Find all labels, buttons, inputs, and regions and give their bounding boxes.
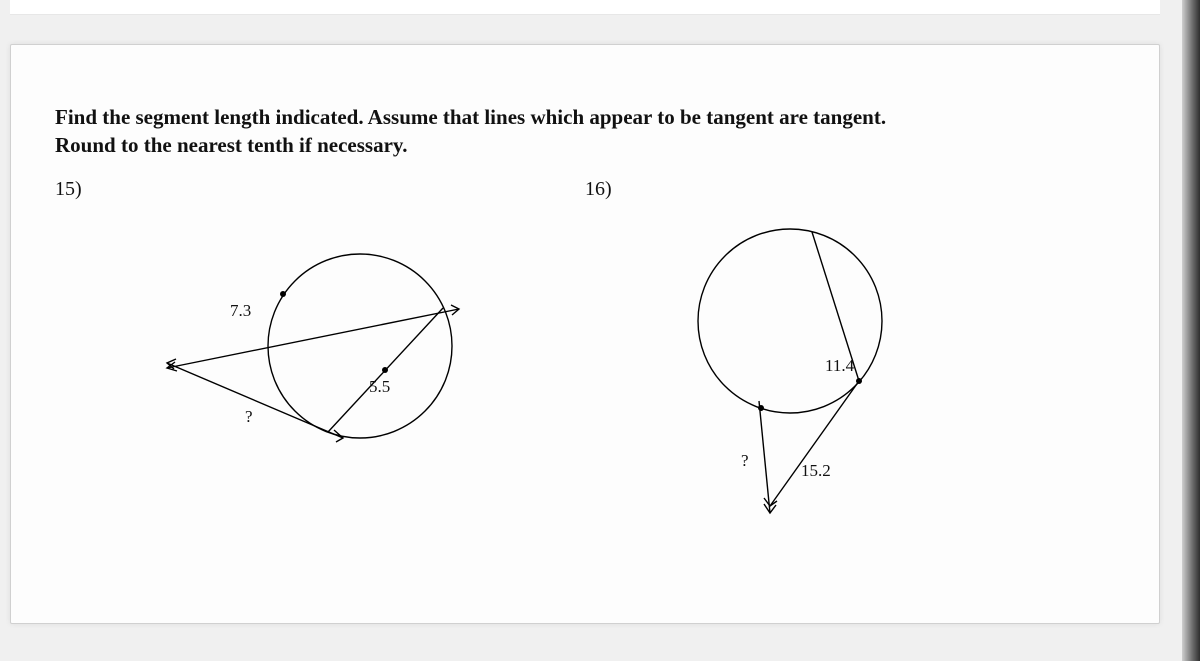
problem-16: 16) 11.4 15.2 ?	[585, 178, 1115, 521]
p16-circle	[698, 229, 882, 413]
p16-label-chord: 11.4	[825, 356, 854, 376]
p16-label-tangent: ?	[741, 451, 749, 471]
page-top-strip	[10, 0, 1160, 15]
problem-15: 15)	[55, 178, 585, 521]
p15-label-chord: 5.5	[369, 377, 390, 397]
p16-tangent-line	[759, 401, 770, 513]
p16-dot-secant-near	[856, 378, 862, 384]
worksheet-page: Find the segment length indicated. Assum…	[10, 44, 1160, 624]
problem-16-figure: 11.4 15.2 ?	[585, 201, 1115, 521]
p15-tangent-line	[167, 363, 343, 438]
p15-dot-chord-mid	[382, 367, 388, 373]
problem-15-svg	[55, 201, 575, 521]
p15-label-top-secant: 7.3	[230, 301, 251, 321]
problems-row: 15)	[55, 178, 1115, 521]
p15-label-tangent: ?	[245, 407, 253, 427]
p15-circle	[268, 254, 452, 438]
p15-dot-secant-near	[280, 291, 286, 297]
book-spine-shadow	[1182, 0, 1200, 661]
problem-15-figure: 7.3 5.5 ?	[55, 201, 585, 521]
instructions-block: Find the segment length indicated. Assum…	[55, 103, 1115, 160]
instructions-line-2: Round to the nearest tenth if necessary.	[55, 133, 408, 157]
problem-16-number: 16)	[585, 178, 1115, 201]
p16-secant-line	[770, 381, 859, 506]
p16-dot-tangent-touch	[758, 405, 764, 411]
p16-label-secant-ext: 15.2	[801, 461, 831, 481]
instructions-line-1: Find the segment length indicated. Assum…	[55, 105, 886, 129]
problem-15-number: 15)	[55, 178, 585, 201]
